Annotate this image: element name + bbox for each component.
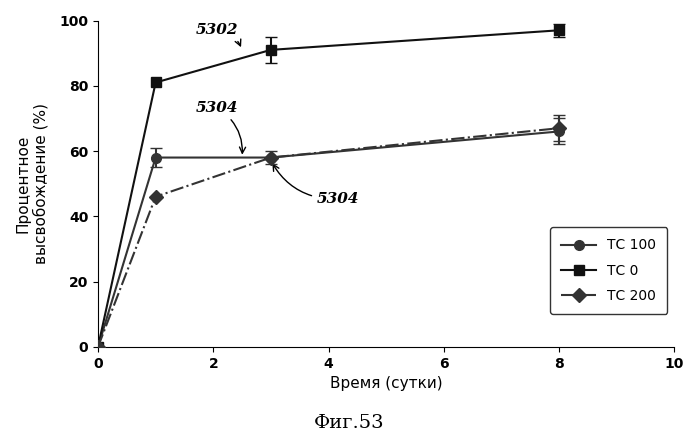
Legend: ТС 100, ТС 0, ТС 200: ТС 100, ТС 0, ТС 200 bbox=[550, 227, 668, 314]
Line: ТС 200: ТС 200 bbox=[93, 123, 564, 352]
Text: 5304: 5304 bbox=[273, 165, 359, 206]
ТС 0 bbox=[555, 28, 563, 33]
ТС 200 bbox=[94, 344, 102, 349]
ТС 0 bbox=[152, 80, 160, 85]
ТС 100 bbox=[94, 344, 102, 349]
Text: 5304: 5304 bbox=[196, 101, 245, 153]
Line: ТС 0: ТС 0 bbox=[93, 25, 564, 352]
X-axis label: Время (сутки): Время (сутки) bbox=[330, 376, 442, 391]
Line: ТС 100: ТС 100 bbox=[93, 127, 564, 352]
ТС 0 bbox=[267, 47, 275, 52]
ТС 0 bbox=[94, 344, 102, 349]
ТС 200 bbox=[152, 194, 160, 199]
ТС 200 bbox=[555, 126, 563, 131]
ТС 100 bbox=[267, 155, 275, 160]
Text: 5302: 5302 bbox=[196, 22, 240, 46]
ТС 200 bbox=[267, 155, 275, 160]
ТС 100 bbox=[555, 129, 563, 134]
Text: Фиг.53: Фиг.53 bbox=[314, 414, 385, 432]
ТС 100 bbox=[152, 155, 160, 160]
Y-axis label: Процентное
высвобождение (%): Процентное высвобождение (%) bbox=[15, 103, 48, 264]
